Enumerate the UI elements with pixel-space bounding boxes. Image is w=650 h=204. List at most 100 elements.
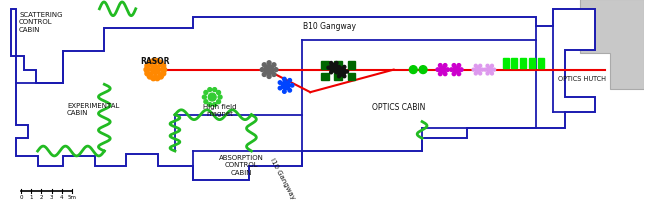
Text: SCATTERING
CONTROL
CABIN: SCATTERING CONTROL CABIN <box>19 12 62 33</box>
Circle shape <box>330 62 333 65</box>
Text: High field
magnet: High field magnet <box>203 103 237 116</box>
Circle shape <box>443 64 447 68</box>
Circle shape <box>155 76 160 81</box>
Text: 4: 4 <box>60 194 64 199</box>
Circle shape <box>263 63 266 67</box>
Bar <box>512 59 517 68</box>
Circle shape <box>450 69 453 72</box>
Circle shape <box>457 73 461 76</box>
Circle shape <box>479 73 482 75</box>
Circle shape <box>263 73 266 77</box>
Circle shape <box>149 69 152 72</box>
Circle shape <box>213 103 216 107</box>
Circle shape <box>218 96 222 100</box>
Circle shape <box>208 94 216 102</box>
Circle shape <box>145 72 150 76</box>
Polygon shape <box>11 10 595 181</box>
Circle shape <box>479 65 482 68</box>
Circle shape <box>267 75 271 79</box>
Circle shape <box>457 64 461 68</box>
Circle shape <box>475 67 481 73</box>
Circle shape <box>150 72 153 75</box>
Circle shape <box>491 73 493 75</box>
Circle shape <box>281 81 290 90</box>
Circle shape <box>343 75 346 78</box>
Circle shape <box>148 75 152 80</box>
Circle shape <box>161 64 166 69</box>
Circle shape <box>157 72 161 75</box>
Circle shape <box>272 63 276 67</box>
Circle shape <box>330 71 333 74</box>
Bar <box>520 59 526 68</box>
Circle shape <box>472 69 475 72</box>
Text: 0: 0 <box>20 194 23 199</box>
Text: 5m: 5m <box>68 194 77 199</box>
Circle shape <box>202 96 206 100</box>
Circle shape <box>453 67 460 74</box>
Text: EXPERIMENTAL
CABIN: EXPERIMENTAL CABIN <box>67 102 120 116</box>
Bar <box>529 59 535 68</box>
Circle shape <box>291 84 294 88</box>
Circle shape <box>267 61 271 65</box>
Circle shape <box>278 87 282 90</box>
Text: OPTICS HUTCH: OPTICS HUTCH <box>558 76 606 82</box>
Circle shape <box>446 69 449 72</box>
Circle shape <box>216 91 220 95</box>
Circle shape <box>487 67 493 73</box>
Circle shape <box>346 71 348 74</box>
Circle shape <box>486 65 489 68</box>
Bar <box>321 73 329 81</box>
Circle shape <box>491 65 493 68</box>
Bar <box>321 61 329 69</box>
Polygon shape <box>580 0 643 90</box>
Circle shape <box>288 79 291 83</box>
Circle shape <box>288 89 291 93</box>
Circle shape <box>343 66 346 69</box>
Bar <box>504 59 510 68</box>
Circle shape <box>439 73 442 76</box>
Circle shape <box>439 64 442 68</box>
Circle shape <box>144 68 149 73</box>
Circle shape <box>452 73 456 76</box>
Circle shape <box>204 91 208 95</box>
Circle shape <box>155 59 160 64</box>
Text: B10 Gangway: B10 Gangway <box>304 21 356 30</box>
Circle shape <box>493 69 496 72</box>
Circle shape <box>337 66 341 69</box>
Circle shape <box>151 59 156 64</box>
Circle shape <box>327 67 330 70</box>
Circle shape <box>159 75 163 80</box>
Circle shape <box>335 71 338 74</box>
Bar <box>334 73 342 81</box>
Circle shape <box>330 64 338 73</box>
Circle shape <box>410 66 417 74</box>
Bar <box>348 73 356 81</box>
Circle shape <box>484 69 487 72</box>
Circle shape <box>151 76 156 81</box>
Circle shape <box>439 67 446 74</box>
Text: I10 Gangway: I10 Gangway <box>269 156 296 199</box>
Text: RASOR: RASOR <box>140 57 170 65</box>
Circle shape <box>338 67 341 70</box>
Text: 3: 3 <box>50 194 53 199</box>
Text: 2: 2 <box>40 194 43 199</box>
Circle shape <box>335 71 338 74</box>
Circle shape <box>335 62 338 65</box>
Circle shape <box>452 64 456 68</box>
Circle shape <box>264 65 274 75</box>
Circle shape <box>474 65 477 68</box>
Circle shape <box>260 68 264 72</box>
Circle shape <box>278 81 282 85</box>
Circle shape <box>283 78 286 81</box>
Circle shape <box>481 69 484 72</box>
Circle shape <box>337 75 341 78</box>
Circle shape <box>152 67 159 74</box>
Circle shape <box>213 88 216 92</box>
Circle shape <box>208 103 212 107</box>
Circle shape <box>460 69 463 72</box>
Circle shape <box>486 73 489 75</box>
Circle shape <box>204 100 208 104</box>
Bar <box>538 59 543 68</box>
Circle shape <box>272 73 276 77</box>
Circle shape <box>474 73 477 75</box>
